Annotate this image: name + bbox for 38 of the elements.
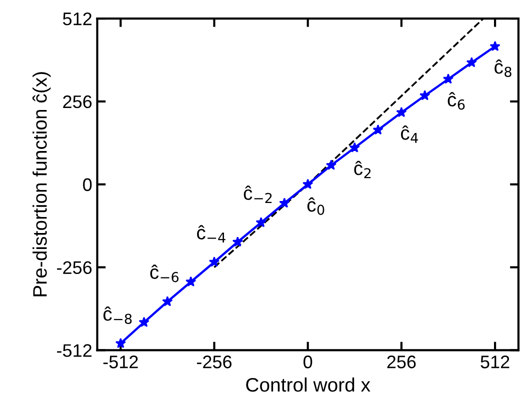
- x-tick-label: 0: [304, 356, 312, 368]
- point: [466, 57, 477, 68]
- point: [256, 217, 266, 228]
- x-tick-label: -256: [196, 356, 232, 368]
- x-axis-title: Control word x: [246, 377, 370, 392]
- y-tick-label: 256: [63, 95, 92, 108]
- y-tick-label: 512: [62, 12, 92, 26]
- annotation: ĉ$_{−8}$: [103, 306, 132, 324]
- point: [115, 338, 126, 348]
- point: [302, 178, 314, 189]
- annotation: ĉ$_{8}$: [494, 59, 512, 77]
- annotation: ĉ$_{−6}$: [150, 264, 179, 282]
- y-tick-label: -256: [57, 261, 92, 274]
- annotation: ĉ$_{6}$: [448, 92, 465, 110]
- point: [396, 106, 407, 118]
- annotation: ĉ$_{−4}$: [197, 225, 226, 243]
- point: [279, 198, 290, 208]
- point: [138, 316, 150, 327]
- y-axis-title: Pre-distortion function ĉ(x): [32, 72, 51, 296]
- point: [420, 90, 430, 100]
- annotation: ĉ$_{2}$: [354, 160, 371, 178]
- point: [442, 74, 454, 84]
- point: [490, 40, 500, 52]
- y-tick-label: 0: [83, 178, 92, 192]
- annotation: ĉ$_{−2}$: [244, 186, 272, 203]
- x-tick-label: -512: [103, 356, 138, 368]
- point: [372, 124, 384, 135]
- point: [349, 142, 360, 152]
- point: [186, 276, 196, 286]
- point: [162, 296, 173, 306]
- annotation: ĉ$_{0}$: [307, 197, 324, 215]
- point: [326, 160, 337, 170]
- x-tick-label: 256: [387, 356, 416, 368]
- annotation: ĉ$_{4}$: [400, 126, 418, 143]
- x-tick-label: 512: [480, 356, 510, 368]
- y-tick-label: -512: [57, 344, 92, 357]
- point: [208, 256, 220, 267]
- point: [232, 236, 243, 247]
